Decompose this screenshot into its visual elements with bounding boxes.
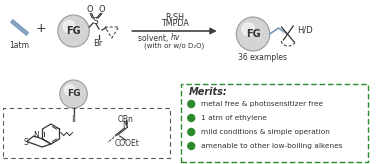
Text: FG: FG xyxy=(246,29,260,39)
Circle shape xyxy=(188,114,195,122)
Text: 36 examples: 36 examples xyxy=(238,53,287,62)
Text: H/D: H/D xyxy=(297,25,313,34)
Circle shape xyxy=(242,23,255,36)
Text: 1atm: 1atm xyxy=(9,41,29,50)
Text: O: O xyxy=(87,6,93,14)
Text: Merits:: Merits: xyxy=(189,87,228,97)
Circle shape xyxy=(236,17,270,51)
Text: FG: FG xyxy=(66,26,81,36)
Circle shape xyxy=(63,20,75,33)
Circle shape xyxy=(188,129,195,135)
Text: (with or w/o D₂O): (with or w/o D₂O) xyxy=(144,43,205,49)
Text: COOEt: COOEt xyxy=(115,139,140,147)
Text: hv: hv xyxy=(170,33,180,42)
Text: II: II xyxy=(71,114,76,123)
Text: S: S xyxy=(23,138,28,147)
Circle shape xyxy=(188,143,195,150)
Text: N: N xyxy=(122,122,129,131)
Circle shape xyxy=(188,101,195,107)
Text: metal free & photosensitizer free: metal free & photosensitizer free xyxy=(201,101,323,107)
Text: S: S xyxy=(92,17,98,25)
Text: amenable to other low-boiling alkenes: amenable to other low-boiling alkenes xyxy=(201,143,342,149)
Text: solvent,: solvent, xyxy=(138,33,170,42)
Text: R-SH: R-SH xyxy=(165,12,184,21)
Text: +: + xyxy=(36,22,46,35)
Circle shape xyxy=(65,85,75,95)
Text: Br: Br xyxy=(93,39,103,48)
Text: O: O xyxy=(99,6,105,14)
Text: 1 atm of ethylene: 1 atm of ethylene xyxy=(201,115,267,121)
Text: N: N xyxy=(33,131,39,140)
Text: OBn: OBn xyxy=(118,114,133,123)
Circle shape xyxy=(60,80,87,108)
Text: TMPDA: TMPDA xyxy=(161,20,189,29)
Circle shape xyxy=(58,15,89,47)
Text: mild conditions & simple operation: mild conditions & simple operation xyxy=(201,129,330,135)
Text: FG: FG xyxy=(67,90,80,99)
